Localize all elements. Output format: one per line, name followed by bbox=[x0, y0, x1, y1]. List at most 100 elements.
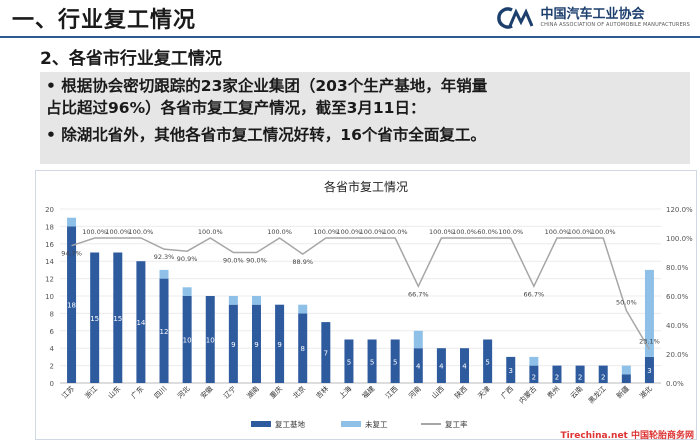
left-tick-label: 16 bbox=[45, 241, 54, 249]
summary-line-1: • 根据协会密切跟踪的23家企业集团（203个生产基地，年销量 bbox=[46, 77, 488, 95]
bar-value-label: 9 bbox=[231, 341, 235, 349]
left-tick-label: 18 bbox=[45, 223, 54, 231]
category-label: 安徽 bbox=[198, 384, 214, 400]
category-label: 湖北 bbox=[638, 384, 654, 400]
bar-not-resumed bbox=[251, 296, 261, 305]
category-label: 河南 bbox=[406, 384, 422, 400]
bar-resumed bbox=[506, 356, 516, 383]
category-label: 陕西 bbox=[453, 384, 469, 400]
right-tick-label: 80.0% bbox=[666, 264, 689, 272]
bar-not-resumed bbox=[182, 287, 192, 296]
rate-value-label: 100.0% bbox=[129, 228, 154, 236]
rate-value-label: 90.0% bbox=[246, 257, 267, 265]
rate-value-label: 100.0% bbox=[337, 228, 362, 236]
legend-label: 复工基地 bbox=[275, 419, 305, 429]
category-label: 四川 bbox=[153, 385, 169, 401]
bar-value-label: 9 bbox=[277, 341, 281, 349]
bar-resumed bbox=[621, 374, 631, 383]
left-tick-label: 4 bbox=[50, 345, 55, 353]
category-label: 重庆 bbox=[268, 384, 284, 400]
left-tick-label: 6 bbox=[50, 328, 55, 336]
category-label: 浙江 bbox=[83, 384, 99, 400]
summary-line-3: • 除湖北省外，其他各省市复工情况好转，16个省市全面复工。 bbox=[46, 126, 486, 144]
category-label: 黑龙江 bbox=[586, 384, 607, 405]
rate-value-label: 100.0% bbox=[591, 228, 616, 236]
bar-resumed bbox=[136, 261, 146, 383]
bar-value-label: 4 bbox=[462, 363, 467, 371]
page-title: 一、行业复工情况 bbox=[12, 8, 197, 33]
bar-resumed bbox=[159, 278, 169, 383]
bar-value-label: 2 bbox=[578, 374, 582, 382]
bar-value-label: 12 bbox=[160, 328, 169, 336]
bar-value-label: 5 bbox=[347, 358, 351, 366]
left-tick-label: 8 bbox=[50, 310, 54, 318]
category-label: 贵州 bbox=[545, 384, 561, 400]
category-label: 湖南 bbox=[245, 384, 261, 400]
bar-resumed bbox=[182, 296, 192, 383]
right-tick-label: 60.0% bbox=[666, 293, 689, 301]
bar-value-label: 4 bbox=[416, 363, 421, 371]
bar-resumed bbox=[344, 339, 354, 383]
rate-value-label: 50.0% bbox=[616, 299, 637, 307]
bar-value-label: 18 bbox=[67, 302, 76, 310]
bar-value-label: 2 bbox=[555, 374, 559, 382]
bar-not-resumed bbox=[644, 269, 654, 357]
summary-box: • 根据协会密切跟踪的23家企业集团（203个生产基地，年销量 占比超过96%）… bbox=[40, 72, 690, 164]
rate-value-label: 94.7% bbox=[61, 250, 82, 258]
bar-value-label: 15 bbox=[113, 315, 122, 323]
bar-not-resumed bbox=[298, 304, 308, 314]
rate-value-label: 100.0% bbox=[568, 228, 593, 236]
bar-value-label: 2 bbox=[601, 374, 605, 382]
rate-value-label: 100.0% bbox=[545, 228, 570, 236]
bar-value-label: 10 bbox=[206, 337, 215, 345]
right-tick-label: 20.0% bbox=[666, 351, 689, 359]
resumption-chart: 各省市复工情况024681012141618200.0%20.0%40.0%60… bbox=[45, 179, 693, 429]
bar-value-label: 15 bbox=[90, 315, 99, 323]
bar-resumed bbox=[483, 339, 493, 383]
left-tick-label: 2 bbox=[50, 363, 54, 371]
rate-value-label: 100.0% bbox=[198, 228, 223, 236]
bar-resumed bbox=[67, 226, 77, 383]
rate-value-label: 100.0% bbox=[105, 228, 130, 236]
bar-resumed bbox=[321, 322, 331, 383]
rate-value-label: 100.0% bbox=[360, 228, 385, 236]
bar-not-resumed bbox=[159, 269, 169, 279]
bar-value-label: 3 bbox=[647, 367, 651, 375]
bar-resumed bbox=[275, 304, 285, 383]
bar-resumed bbox=[205, 296, 215, 383]
bar-value-label: 4 bbox=[439, 363, 444, 371]
legend-label: 未复工 bbox=[365, 419, 388, 429]
bar-resumed bbox=[90, 252, 100, 383]
category-label: 吉林 bbox=[314, 384, 330, 400]
legend-label: 复工率 bbox=[445, 419, 468, 429]
bar-not-resumed bbox=[529, 356, 539, 366]
rate-value-label: 90.9% bbox=[177, 255, 198, 263]
caam-logo-icon bbox=[497, 7, 534, 29]
bar-resumed bbox=[598, 365, 608, 383]
rate-value-label: 60.0% bbox=[477, 228, 498, 236]
bar-value-label: 8 bbox=[300, 345, 304, 353]
header-divider bbox=[0, 36, 700, 38]
left-tick-label: 14 bbox=[45, 258, 54, 266]
bar-not-resumed bbox=[228, 296, 238, 305]
rate-value-label: 88.9% bbox=[292, 258, 313, 266]
logo-text-cn: 中国汽车工业协会 bbox=[540, 7, 645, 22]
bar-value-label: 9 bbox=[254, 341, 258, 349]
category-label: 江苏 bbox=[60, 384, 76, 400]
category-label: 广东 bbox=[129, 384, 145, 400]
category-label: 辽宁 bbox=[222, 384, 238, 400]
bar-resumed bbox=[644, 356, 654, 383]
bar-resumed bbox=[367, 339, 377, 383]
rate-value-label: 100.0% bbox=[498, 228, 523, 236]
legend-swatch-resumed bbox=[251, 421, 271, 427]
rate-line bbox=[71, 237, 651, 350]
right-tick-label: 0.0% bbox=[666, 380, 684, 388]
bar-resumed bbox=[552, 365, 562, 383]
header: 一、行业复工情况 中国汽车工业协会 CHINA ASSOCIATION OF A… bbox=[0, 0, 700, 34]
bar-resumed bbox=[436, 348, 446, 383]
bar-value-label: 5 bbox=[393, 358, 397, 366]
right-tick-label: 120.0% bbox=[666, 206, 693, 214]
category-label: 广西 bbox=[499, 384, 515, 400]
right-tick-label: 100.0% bbox=[666, 235, 693, 243]
bar-value-label: 10 bbox=[183, 337, 192, 345]
